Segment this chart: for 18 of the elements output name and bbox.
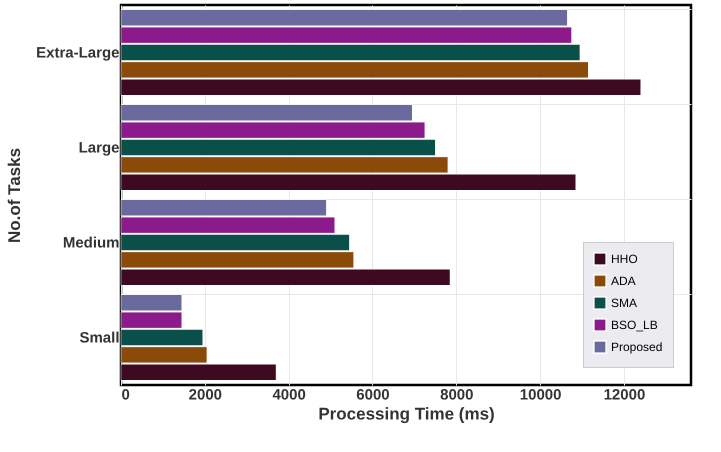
y-tick-label: Large [78,140,120,156]
x-tick-label: 8000 [440,386,474,404]
y-tick-label: Extra-Large [36,44,120,62]
legend-label: HHO [611,252,638,266]
x-tick-label: 4000 [272,386,306,404]
x-tick-label: 12000 [604,386,646,404]
y-axis-title: No.of Tasks [5,148,24,244]
legend-label: SMA [611,296,638,310]
x-tick-label: 6000 [356,386,390,404]
x-axis-title: Processing Time (ms) [318,404,495,424]
legend-label: Proposed [611,340,662,354]
legend-label: BSO_LB [611,318,658,332]
y-tick-label: Medium [62,234,120,252]
legend-label: ADA [611,274,636,288]
x-tick-label: 2000 [188,386,222,404]
y-tick-label: Small [79,330,120,346]
x-tick-label: 0 [122,386,130,404]
x-tick-label: 10000 [520,386,562,404]
